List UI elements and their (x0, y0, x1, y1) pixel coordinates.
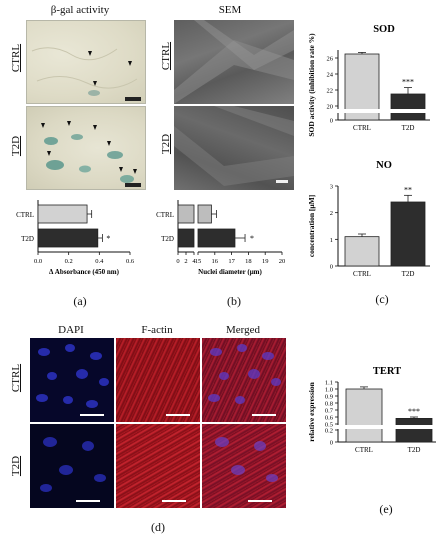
beta-gal-micrograph-ctrl (26, 20, 146, 104)
panel-d-col-merged-label: Merged (225, 324, 260, 336)
category-label-t2d: T2D (402, 270, 415, 278)
y-axis-label: relative expression (307, 381, 316, 441)
panel-e-label: (e) (379, 502, 393, 516)
bar-ctrl (344, 236, 380, 267)
factin-image-ctrl (116, 338, 200, 422)
category-label-ctrl: CTRL (156, 211, 174, 219)
x-tick-label: 20 (279, 258, 286, 265)
y-tick-label: 0.9 (325, 394, 333, 401)
y-tick-label: 24 (327, 72, 334, 79)
y-tick-label: 0 (330, 440, 333, 447)
significance-t2d: *** (408, 407, 420, 416)
significance-t2d: *** (402, 78, 414, 87)
y-axis-label: concentration [μM] (307, 195, 316, 257)
merged-image-t2d (202, 424, 286, 508)
category-label-t2d: T2D (408, 446, 421, 454)
y-tick-label: 0 (330, 118, 333, 125)
panel-c-label: (c) (375, 292, 389, 306)
tert-chart: TERT 0 0.20.50.60.70.80.91.01.1 CTRL T2D *** r… (307, 366, 436, 454)
chart-title: TERT (373, 366, 401, 377)
category-label-ctrl: CTRL (355, 446, 373, 454)
y-tick-label: 0.5 (325, 422, 333, 429)
y-tick-label: 22 (327, 88, 334, 95)
sem-image-t2d (174, 106, 294, 190)
y-tick-label: 1 (330, 237, 333, 244)
beta-gal-micrograph-t2d (26, 106, 146, 190)
bar-t2d (390, 93, 426, 121)
panel-b-title: SEM (218, 4, 242, 16)
bar-t2d-right (197, 228, 236, 248)
bar-ctrl-left (177, 204, 195, 224)
x-tick-label: 19 (262, 258, 269, 265)
bar-ctrl (37, 204, 88, 224)
panel-d-row-t2d-label: T2D (10, 455, 22, 477)
chart-title: SOD (373, 24, 395, 35)
panel-d-col-factin-label: F-actin (141, 324, 173, 336)
panel-d-label: (d) (151, 520, 165, 534)
panel-a-row-ctrl-label: CTRL (10, 43, 22, 73)
no-chart: NO 0 1 2 3 CTRL T2D ** concentration [μM] (307, 160, 430, 278)
category-label-t2d: T2D (21, 235, 34, 243)
dapi-image-t2d (30, 424, 114, 508)
panel-a-label: (a) (73, 294, 87, 308)
x-tick-label: 4 (192, 258, 196, 265)
y-tick-label: 0.6 (325, 415, 334, 422)
category-label-t2d: T2D (402, 124, 415, 132)
category-label-t2d: T2D (161, 235, 174, 243)
panel-a-title: β-gal activity (50, 4, 110, 16)
y-axis-label: SOD activity (inhibition rate %) (307, 33, 316, 137)
merged-image-ctrl (202, 338, 286, 422)
x-tick-label: 16 (212, 258, 219, 265)
x-tick-label: 18 (245, 258, 252, 265)
bar-t2d-left (177, 228, 195, 248)
x-axis-label: Nuclei diameter (μm) (198, 268, 262, 276)
nuclei-chart: CTRL T2D * 0 2 4 15 16 17 18 19 20 Nuclei diameter (… (156, 200, 286, 276)
bar-ctrl-right (197, 204, 212, 224)
y-tick-label: 0.8 (325, 401, 333, 408)
x-tick-label: 0.6 (126, 258, 135, 265)
y-tick-label: 2 (330, 210, 333, 217)
x-axis-label: Δ Absorbance (450 nm) (49, 268, 120, 276)
panel-b-label: (b) (227, 294, 241, 308)
beta-gal-chart: CTRL T2D * 0.0 0.2 0.4 0.6 Δ Absorbance (450 nm… (16, 200, 135, 276)
y-tick-label: 1.1 (325, 380, 333, 387)
y-tick-label: 1.0 (325, 387, 333, 394)
x-tick-label: 0.2 (65, 258, 73, 265)
factin-image-t2d (116, 424, 200, 508)
panel-a-row-t2d-label: T2D (10, 135, 22, 157)
y-tick-label: 3 (330, 184, 333, 191)
x-tick-label: 0.0 (34, 258, 42, 265)
panel-b-row-t2d-label: T2D (160, 133, 172, 155)
y-tick-label: 26 (327, 56, 334, 63)
x-tick-label: 17 (228, 258, 235, 265)
category-label-ctrl: CTRL (353, 124, 371, 132)
axis-break (334, 425, 436, 429)
bar-t2d (37, 228, 99, 248)
bar-ctrl (345, 388, 383, 443)
bar-t2d (390, 201, 426, 267)
significance-t2d: * (250, 234, 254, 243)
y-tick-label: 0.7 (325, 408, 334, 415)
y-tick-label: 0.2 (325, 428, 333, 435)
x-tick-label: 0.4 (95, 258, 104, 265)
panel-d-row-ctrl-label: CTRL (10, 363, 22, 393)
bar-t2d (395, 418, 433, 443)
panel-b-row-ctrl-label: CTRL (160, 41, 172, 71)
dapi-image-ctrl (30, 338, 114, 422)
x-tick-label: 15 (195, 258, 202, 265)
sem-image-ctrl (174, 20, 294, 104)
sod-chart: SOD 0 20 22 24 26 CTRL T2D *** SOD activity (inhi… (307, 24, 430, 137)
axis-break (334, 109, 430, 113)
y-tick-label: 20 (327, 104, 334, 111)
x-tick-label: 0 (176, 258, 179, 265)
category-label-ctrl: CTRL (16, 211, 34, 219)
y-tick-label: 0 (330, 264, 333, 271)
panel-d-col-dapi-label: DAPI (58, 324, 84, 336)
category-label-ctrl: CTRL (353, 270, 371, 278)
chart-title: NO (376, 160, 392, 171)
significance-t2d: * (106, 234, 110, 243)
significance-t2d: ** (404, 185, 412, 194)
x-tick-label: 2 (184, 258, 187, 265)
